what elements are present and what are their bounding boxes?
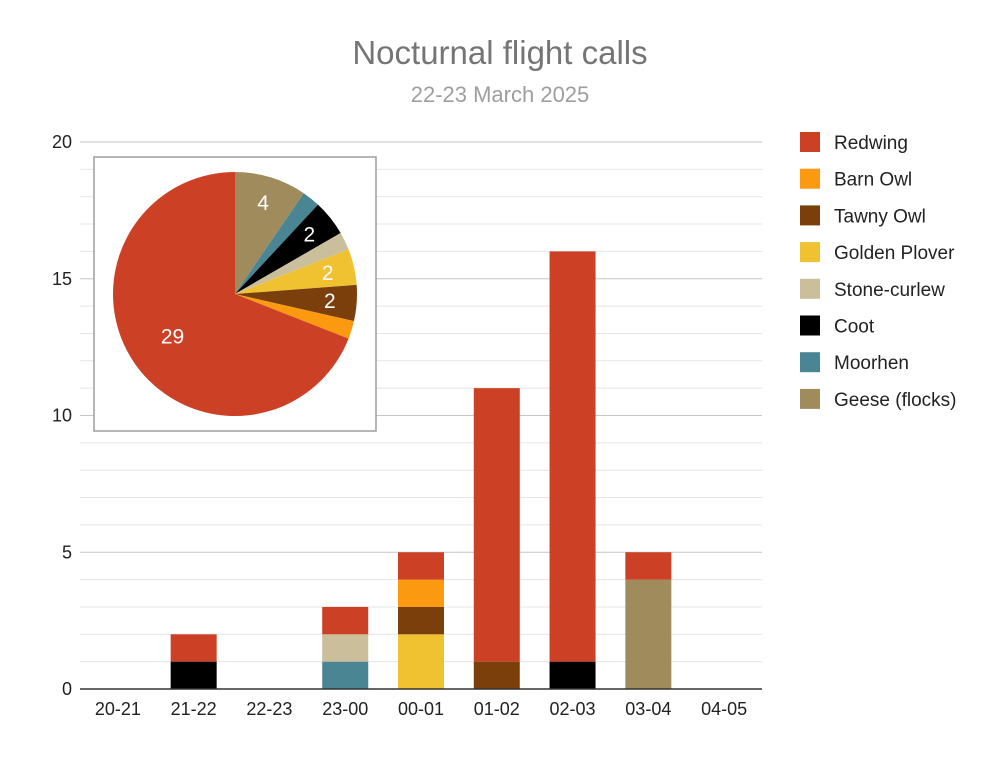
x-tick-label: 04-05 — [701, 699, 747, 719]
pie-slice-coot — [235, 204, 341, 294]
legend-label-redwing: Redwing — [834, 133, 908, 154]
y-tick-label: 0 — [62, 679, 72, 699]
bar-segment-golden-plover — [398, 634, 444, 689]
legend-label-geese-flocks: Geese (flocks) — [834, 390, 956, 411]
legend-swatch-stone-curlew — [800, 278, 820, 299]
x-tick-label: 20-21 — [95, 699, 141, 719]
legend-swatch-barn-owl — [800, 168, 820, 189]
bar-segment-redwing — [398, 552, 444, 580]
bar-segment-redwing — [473, 388, 520, 662]
pie-slice-redwing — [112, 172, 349, 417]
x-tick-label: 23-00 — [322, 699, 368, 719]
y-tick-label: 15 — [52, 269, 72, 289]
bar-segment-tawny-owl — [473, 661, 520, 689]
chart-title: Nocturnal flight calls — [352, 34, 647, 71]
pie-label-golden-plover: 2 — [322, 262, 334, 285]
pie-slice-stone-curlew — [235, 233, 349, 294]
bar-segment-coot — [170, 661, 217, 689]
legend-swatch-moorhen — [800, 352, 820, 373]
x-tick-label: 21-22 — [171, 699, 217, 719]
x-tick-label: 02-03 — [550, 699, 596, 719]
legend-label-moorhen: Moorhen — [834, 353, 909, 374]
legend-swatch-coot — [800, 315, 820, 336]
bar-segment-coot — [549, 661, 596, 689]
bar-segment-barn-owl — [398, 579, 444, 607]
legend-swatch-redwing — [800, 132, 820, 152]
y-tick-label: 10 — [52, 406, 72, 426]
legend-label-tawny-owl: Tawny Owl — [834, 206, 926, 227]
bar-layer — [170, 251, 672, 689]
bar-segment-stone-curlew — [322, 634, 369, 662]
legend-label-barn-owl: Barn Owl — [834, 170, 912, 191]
pie-label-geese-flocks: 4 — [257, 192, 269, 215]
pie-slice-tawny-owl — [235, 284, 357, 322]
legend-label-golden-plover: Golden Plover — [834, 243, 955, 264]
x-tick-label: 22-23 — [246, 699, 292, 719]
pie-label-coot: 2 — [304, 224, 316, 247]
x-axis-ticks: 20-21 21-22 22-23 23-00 00-01 01-02 02-03 03-04… — [95, 699, 747, 719]
pie-slice-moorhen — [235, 193, 318, 294]
y-tick-label: 5 — [62, 542, 72, 562]
pie-label-redwing: 29 — [161, 326, 184, 349]
pie-slice-barn-owl — [235, 294, 354, 339]
chart-subtitle: 22-23 March 2025 — [411, 82, 590, 107]
bar-segment-moorhen — [322, 661, 369, 689]
pie-slice-geese-flocks — [235, 172, 304, 294]
y-axis-ticks: 0 5 10 15 20 — [52, 132, 72, 699]
x-tick-label: 00-01 — [398, 699, 444, 719]
bar-segment-tawny-owl — [398, 606, 444, 635]
bar-segment-redwing — [322, 606, 369, 635]
legend-label-stone-curlew: Stone-curlew — [834, 280, 945, 301]
y-tick-label: 20 — [52, 132, 72, 152]
bar-segment-geese-flocks — [625, 579, 672, 689]
legend-swatch-golden-plover — [800, 242, 820, 263]
legend-swatch-geese-flocks — [800, 388, 820, 409]
x-tick-label: 01-02 — [474, 699, 520, 719]
bar-segment-redwing — [625, 552, 672, 580]
pie-label-tawny-owl: 2 — [324, 290, 336, 313]
legend: Redwing Barn Owl Tawny Owl Golden Plover Sto… — [800, 132, 956, 411]
bar-segment-redwing — [549, 251, 596, 662]
bar-segment-redwing — [170, 634, 217, 662]
x-tick-label: 03-04 — [625, 699, 671, 719]
pie-slice-golden-plover — [235, 249, 357, 294]
legend-label-coot: Coot — [834, 317, 875, 338]
legend-swatch-tawny-owl — [800, 205, 820, 226]
